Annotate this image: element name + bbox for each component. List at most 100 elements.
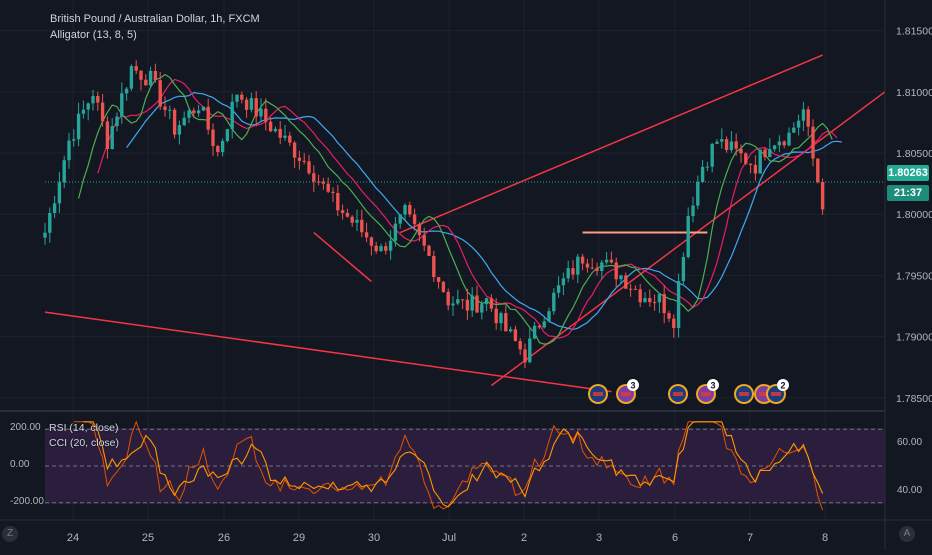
candle[interactable] bbox=[460, 299, 465, 310]
candle[interactable] bbox=[465, 288, 470, 320]
time-tick-label[interactable]: 6 bbox=[672, 532, 678, 544]
candle[interactable] bbox=[115, 112, 119, 132]
trendline[interactable] bbox=[399, 54, 823, 234]
candle[interactable] bbox=[67, 132, 71, 169]
candle[interactable] bbox=[168, 105, 172, 120]
candle[interactable] bbox=[576, 253, 580, 284]
time-tick-label[interactable]: 25 bbox=[142, 532, 154, 544]
candle[interactable] bbox=[110, 118, 114, 150]
candle[interactable] bbox=[796, 114, 801, 136]
candle[interactable] bbox=[801, 101, 806, 132]
candle[interactable] bbox=[254, 91, 258, 127]
candle[interactable] bbox=[57, 171, 62, 214]
candle[interactable] bbox=[715, 139, 719, 144]
candle[interactable] bbox=[820, 178, 825, 215]
candle[interactable] bbox=[667, 310, 671, 322]
candle[interactable] bbox=[321, 177, 326, 190]
candle[interactable] bbox=[148, 66, 153, 88]
candle[interactable] bbox=[331, 187, 335, 203]
candle[interactable] bbox=[624, 272, 628, 289]
candle[interactable] bbox=[192, 107, 196, 118]
candle[interactable] bbox=[633, 285, 638, 290]
candle[interactable] bbox=[768, 138, 772, 158]
candle[interactable] bbox=[288, 131, 292, 147]
candle[interactable] bbox=[528, 328, 532, 364]
cci-label[interactable]: CCI (20, close) bbox=[49, 437, 120, 449]
candle[interactable] bbox=[552, 288, 556, 315]
time-tick-label[interactable]: 3 bbox=[596, 532, 602, 544]
candle[interactable] bbox=[129, 64, 134, 91]
candle[interactable] bbox=[662, 285, 666, 324]
candle[interactable] bbox=[369, 236, 374, 256]
candle[interactable] bbox=[134, 60, 138, 75]
candle[interactable] bbox=[48, 207, 52, 243]
candle[interactable] bbox=[720, 128, 724, 149]
candle[interactable] bbox=[240, 91, 244, 104]
candle[interactable] bbox=[542, 317, 546, 329]
candle[interactable] bbox=[480, 300, 484, 320]
candle[interactable] bbox=[475, 285, 479, 313]
candle[interactable] bbox=[753, 155, 758, 181]
candle[interactable] bbox=[249, 92, 254, 113]
candle[interactable] bbox=[230, 93, 234, 139]
candle[interactable] bbox=[259, 98, 263, 121]
candle[interactable] bbox=[816, 158, 820, 184]
candle[interactable] bbox=[686, 207, 690, 259]
candle[interactable] bbox=[676, 273, 681, 338]
candle[interactable] bbox=[316, 174, 321, 186]
candle[interactable] bbox=[494, 298, 498, 330]
candle[interactable] bbox=[350, 215, 354, 227]
candle[interactable] bbox=[124, 86, 129, 101]
event-markers[interactable]: 3 3 2 bbox=[588, 379, 789, 404]
candle[interactable] bbox=[235, 94, 239, 108]
candle[interactable] bbox=[499, 311, 503, 331]
candle[interactable] bbox=[513, 325, 518, 342]
candle[interactable] bbox=[292, 140, 297, 168]
candle[interactable] bbox=[792, 122, 796, 133]
candle[interactable] bbox=[777, 135, 782, 153]
candle[interactable] bbox=[441, 280, 446, 293]
candle[interactable] bbox=[580, 253, 585, 271]
candle[interactable] bbox=[537, 324, 542, 330]
time-tick-label[interactable]: 26 bbox=[218, 532, 230, 544]
candles[interactable] bbox=[43, 60, 825, 369]
candle[interactable] bbox=[100, 93, 105, 127]
candle[interactable] bbox=[691, 196, 695, 223]
candle[interactable] bbox=[72, 129, 76, 147]
event-marker[interactable] bbox=[668, 384, 688, 404]
candle[interactable] bbox=[360, 209, 364, 238]
candle[interactable] bbox=[182, 111, 186, 127]
candle[interactable] bbox=[696, 175, 700, 210]
candle[interactable] bbox=[206, 98, 210, 135]
candle[interactable] bbox=[748, 163, 753, 174]
candle[interactable] bbox=[451, 296, 455, 317]
candle[interactable] bbox=[312, 165, 316, 193]
candle[interactable] bbox=[388, 229, 393, 260]
candle[interactable] bbox=[811, 119, 815, 167]
candle[interactable] bbox=[96, 91, 100, 111]
candle[interactable] bbox=[518, 338, 522, 355]
candle[interactable] bbox=[307, 154, 311, 175]
candle[interactable] bbox=[340, 204, 345, 220]
candle[interactable] bbox=[244, 97, 249, 118]
candle[interactable] bbox=[278, 120, 282, 145]
candle[interactable] bbox=[763, 147, 767, 161]
candle[interactable] bbox=[398, 213, 402, 229]
candle[interactable] bbox=[76, 102, 81, 147]
candle[interactable] bbox=[120, 82, 124, 124]
candle[interactable] bbox=[153, 63, 158, 83]
candle[interactable] bbox=[672, 314, 676, 338]
candle[interactable] bbox=[566, 260, 570, 283]
candle[interactable] bbox=[216, 144, 220, 157]
event-marker[interactable]: 3 bbox=[696, 379, 719, 404]
candle[interactable] bbox=[648, 289, 652, 307]
candle[interactable] bbox=[590, 258, 594, 270]
candle[interactable] bbox=[681, 252, 686, 286]
candle[interactable] bbox=[403, 203, 407, 220]
candle[interactable] bbox=[787, 127, 791, 147]
symbol-title[interactable]: British Pound / Australian Dollar, 1h, F… bbox=[50, 13, 260, 25]
candle[interactable] bbox=[739, 144, 743, 163]
candle[interactable] bbox=[172, 107, 177, 139]
candle[interactable] bbox=[62, 155, 66, 188]
